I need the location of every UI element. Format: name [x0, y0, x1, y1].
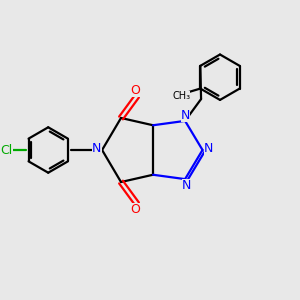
Text: N: N — [204, 142, 214, 155]
Text: O: O — [130, 84, 140, 98]
Text: Cl: Cl — [1, 143, 13, 157]
Text: N: N — [92, 142, 101, 155]
Text: O: O — [130, 202, 140, 216]
Text: CH₃: CH₃ — [172, 91, 190, 101]
Text: N: N — [182, 179, 191, 192]
Text: N: N — [181, 109, 190, 122]
